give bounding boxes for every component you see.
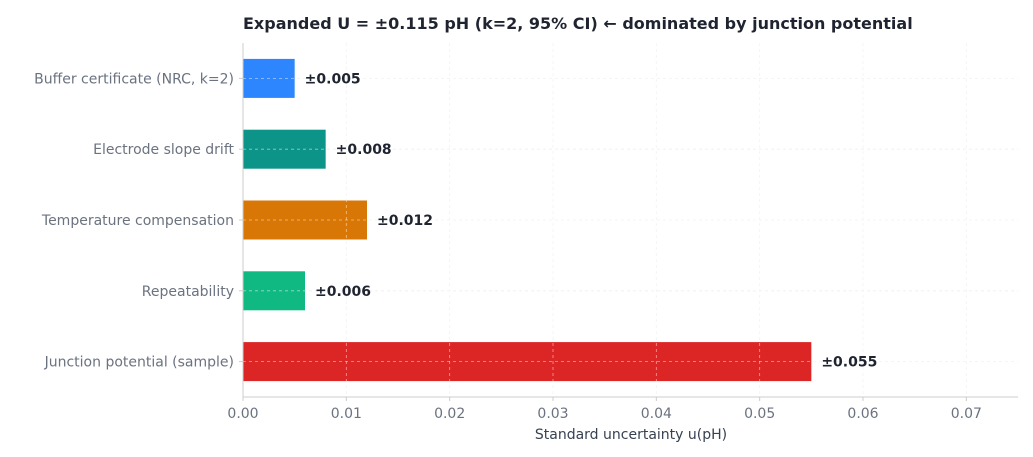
grid-overlay bbox=[242, 43, 1018, 397]
x-tick-label: 0.01 bbox=[331, 406, 362, 422]
category-label: Repeatability bbox=[142, 284, 234, 300]
data-labels: ±0.005 ±0.008 ±0.012 ±0.006 ±0.055 bbox=[305, 71, 878, 370]
category-label: Electrode slope drift bbox=[93, 142, 234, 158]
bar-value-label: ±0.055 bbox=[821, 355, 877, 371]
x-tick-label: 0.00 bbox=[227, 406, 258, 422]
category-label: Junction potential (sample) bbox=[44, 355, 234, 371]
bar-value-label: ±0.012 bbox=[377, 213, 433, 229]
category-labels: Buffer certificate (NRC, k=2) Electrode s… bbox=[34, 71, 234, 370]
category-label: Temperature compensation bbox=[41, 213, 234, 229]
bar-value-label: ±0.005 bbox=[305, 71, 361, 87]
x-axis-label: Standard uncertainty u(pH) bbox=[535, 427, 727, 443]
x-tick-label: 0.02 bbox=[434, 406, 465, 422]
axes bbox=[239, 43, 1018, 401]
chart-title: Expanded U = ±0.115 pH (k=2, 95% CI) ← d… bbox=[243, 14, 913, 33]
x-tick-labels: 0.00 0.01 0.02 0.03 0.04 0.05 0.06 0.07 bbox=[227, 406, 982, 422]
bar-value-label: ±0.008 bbox=[336, 142, 392, 158]
x-tick-label: 0.05 bbox=[744, 406, 775, 422]
x-tick-label: 0.07 bbox=[951, 406, 982, 422]
x-tick-label: 0.03 bbox=[537, 406, 568, 422]
x-tick-label: 0.04 bbox=[641, 406, 672, 422]
category-label: Buffer certificate (NRC, k=2) bbox=[34, 71, 234, 87]
x-tick-label: 0.06 bbox=[847, 406, 878, 422]
bar-value-label: ±0.006 bbox=[315, 284, 371, 300]
